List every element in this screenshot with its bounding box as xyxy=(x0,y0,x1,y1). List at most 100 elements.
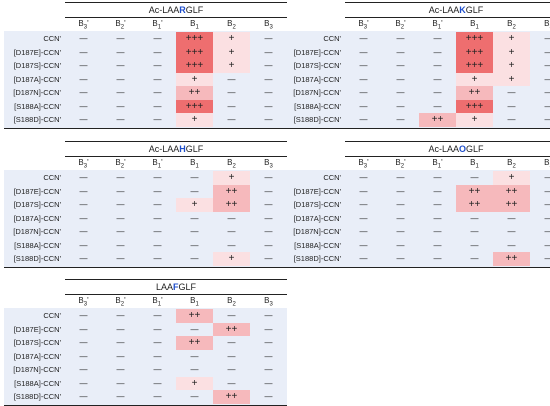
activity-cell: — xyxy=(190,186,199,196)
activity-cell: — xyxy=(359,101,368,111)
activity-cell: — xyxy=(396,34,405,43)
activity-cell: — xyxy=(116,240,125,250)
activity-cell: — xyxy=(359,34,368,43)
activity-cell: — xyxy=(359,200,368,209)
title-prefix: LAA xyxy=(155,282,173,292)
activity-cell: — xyxy=(190,324,199,334)
row-label: [D187S]-CCN' xyxy=(293,200,341,209)
activity-cell: — xyxy=(433,200,442,209)
title-highlight-residue: H xyxy=(179,144,186,154)
row-label: [D187S]-CCN' xyxy=(13,200,61,209)
activity-cell: — xyxy=(264,227,273,236)
column-header: B1' xyxy=(152,158,163,170)
activity-cell: — xyxy=(433,74,442,84)
row-label: CCN' xyxy=(43,34,61,43)
activity-cell: — xyxy=(153,186,162,196)
row-label: CCN' xyxy=(43,311,61,320)
activity-cell: — xyxy=(227,365,236,374)
activity-cell: — xyxy=(79,61,88,70)
activity-cell: +++ xyxy=(456,59,493,73)
title-prefix: Ac-LAA xyxy=(428,144,459,154)
activity-cell: — xyxy=(116,338,125,347)
column-header: B1 xyxy=(190,296,199,308)
row-label: [D187A]-CCN' xyxy=(13,213,61,223)
column-header: B3 xyxy=(264,296,273,308)
title-suffix: GLF xyxy=(465,5,484,15)
activity-cell: + xyxy=(493,59,530,73)
activity-cell: — xyxy=(116,351,125,361)
activity-cell: +++ xyxy=(176,32,213,46)
row-label: [D187A]-CCN' xyxy=(293,74,341,84)
activity-cell: — xyxy=(264,34,273,43)
activity-cell: ++ xyxy=(493,252,530,266)
activity-cell: — xyxy=(116,378,125,388)
activity-cell: — xyxy=(264,311,273,320)
activity-cell: — xyxy=(153,115,162,124)
column-header: B3' xyxy=(358,19,369,31)
column-header: B2' xyxy=(395,158,406,170)
activity-cell: — xyxy=(153,338,162,347)
activity-cell: — xyxy=(359,88,368,97)
panel-title: Ac-LAARGLF xyxy=(65,2,287,18)
activity-cell: — xyxy=(433,101,442,111)
activity-cell: — xyxy=(79,213,88,223)
activity-cell: — xyxy=(116,34,125,43)
column-header: B3' xyxy=(358,158,369,170)
row-label: [S188D]-CCN' xyxy=(13,392,61,401)
activity-cell: + xyxy=(176,72,213,86)
activity-cell: — xyxy=(264,88,273,97)
column-header: B3 xyxy=(544,158,550,170)
row-label: [D187N]-CCN' xyxy=(293,227,341,236)
activity-cell: ++ xyxy=(213,390,250,404)
activity-cell: — xyxy=(227,227,236,236)
activity-cell: + xyxy=(176,198,213,212)
activity-cell: — xyxy=(470,254,479,263)
activity-cell: — xyxy=(190,392,199,401)
activity-cell: — xyxy=(116,115,125,124)
activity-cell: — xyxy=(433,227,442,236)
row-label: [S188D]-CCN' xyxy=(293,254,341,263)
column-header: B3 xyxy=(264,158,273,170)
activity-cell: — xyxy=(433,186,442,196)
activity-cell: — xyxy=(153,254,162,263)
row-label: [D187E]-CCN' xyxy=(293,186,341,196)
activity-cell: + xyxy=(213,252,250,266)
row-label: [D187N]-CCN' xyxy=(13,365,61,374)
activity-cell: +++ xyxy=(176,59,213,73)
activity-cell: — xyxy=(153,240,162,250)
activity-cell: — xyxy=(507,88,516,97)
activity-cell: — xyxy=(227,338,236,347)
activity-cell: — xyxy=(507,101,516,111)
column-header: B2' xyxy=(115,158,126,170)
activity-cell: — xyxy=(264,338,273,347)
row-label: CCN' xyxy=(323,173,341,182)
row-label: [D187E]-CCN' xyxy=(293,47,341,57)
activity-cell: — xyxy=(79,240,88,250)
activity-cell: — xyxy=(227,101,236,111)
row-label: [S188A]-CCN' xyxy=(14,378,61,388)
activity-cell: — xyxy=(116,47,125,57)
activity-cell: — xyxy=(79,74,88,84)
activity-cell: — xyxy=(79,311,88,320)
activity-cell: — xyxy=(227,74,236,84)
activity-cell: +++ xyxy=(456,99,493,113)
activity-cell: — xyxy=(264,61,273,70)
activity-cell: — xyxy=(433,88,442,97)
row-label: [D187S]-CCN' xyxy=(13,338,61,347)
activity-cell: ++ xyxy=(456,86,493,100)
activity-cell: ++ xyxy=(176,336,213,350)
row-label: [S188A]-CCN' xyxy=(294,101,341,111)
activity-cell: — xyxy=(116,61,125,70)
panel-title: Ac-LAAOGLF xyxy=(345,141,550,157)
activity-cell: — xyxy=(116,365,125,374)
column-header: B1 xyxy=(190,19,199,31)
activity-cell: — xyxy=(507,227,516,236)
row-label: [S188D]-CCN' xyxy=(13,254,61,263)
activity-cell: — xyxy=(433,61,442,70)
activity-cell: — xyxy=(227,351,236,361)
activity-cell: — xyxy=(264,200,273,209)
activity-cell: — xyxy=(190,227,199,236)
activity-cell: — xyxy=(79,351,88,361)
activity-cell: — xyxy=(153,324,162,334)
row-label: [S188D]-CCN' xyxy=(13,115,61,124)
